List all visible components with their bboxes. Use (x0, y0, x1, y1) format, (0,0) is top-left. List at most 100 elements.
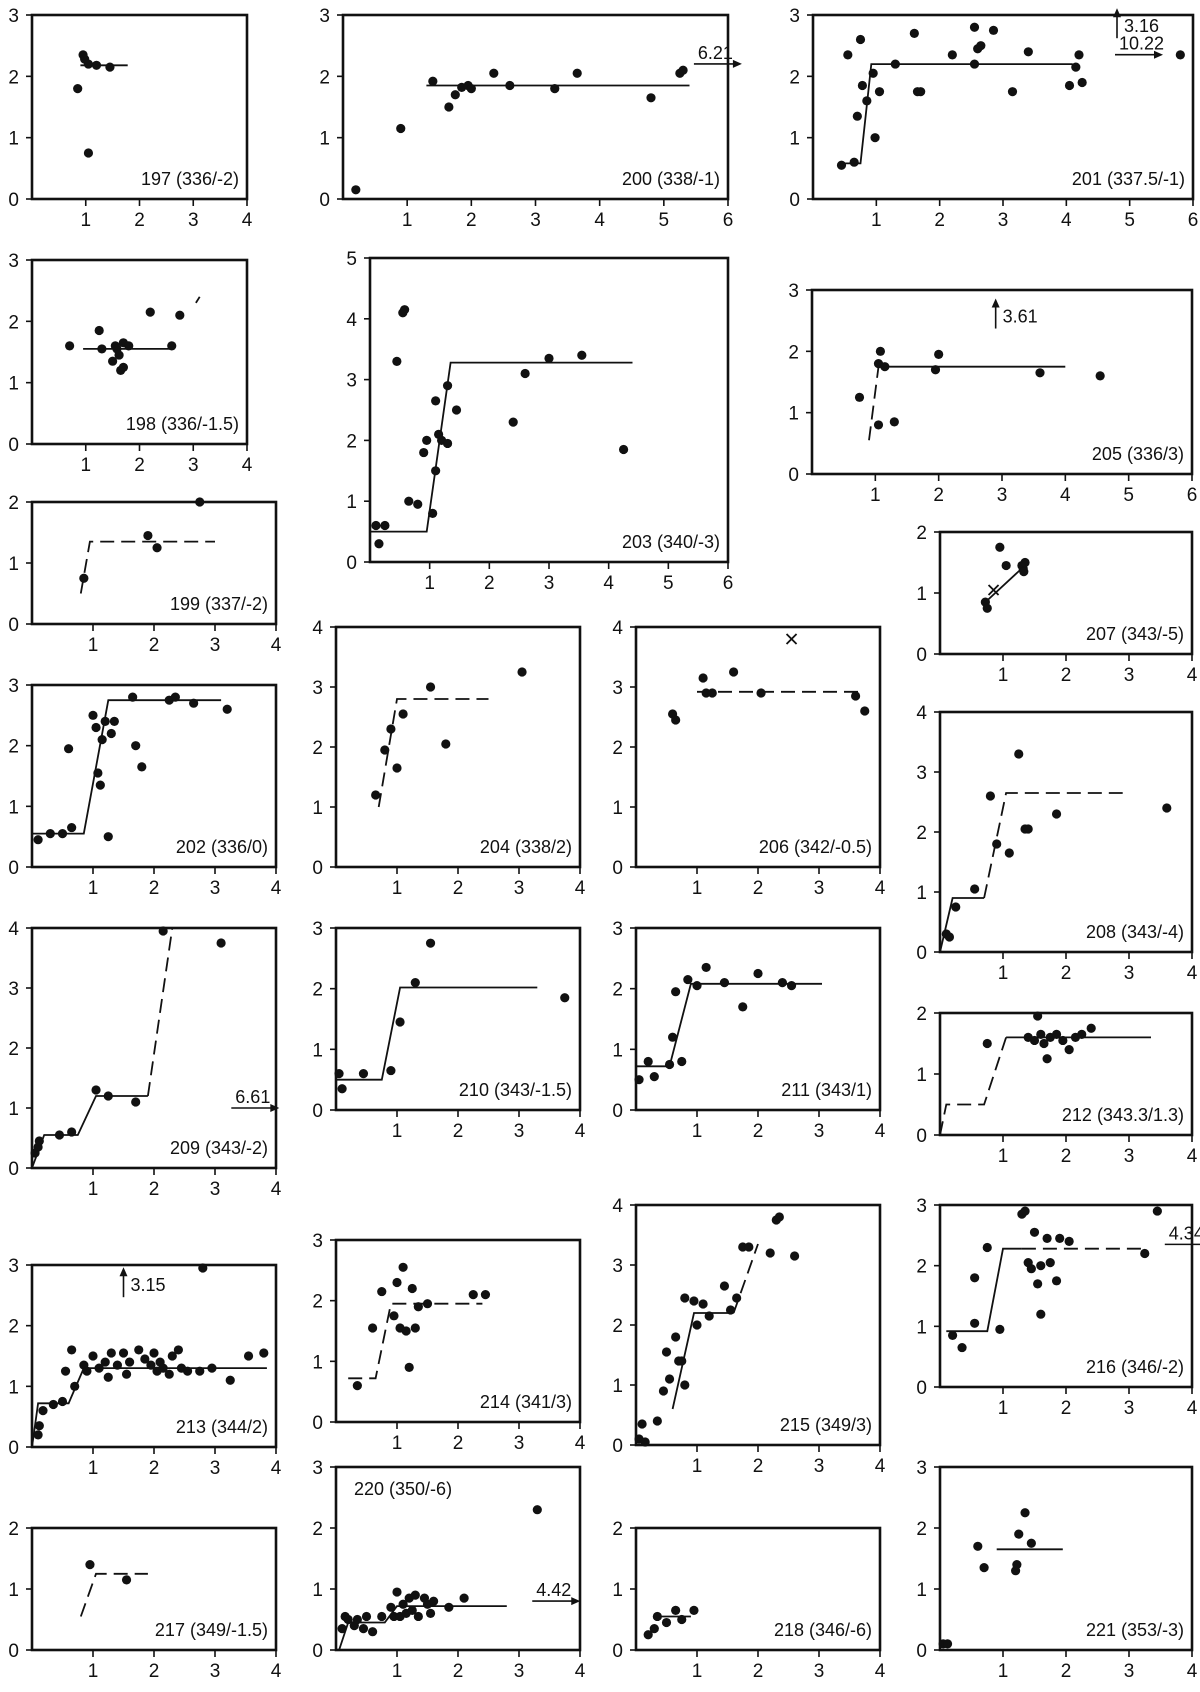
data-point (643, 1056, 653, 1067)
x-tick-label: 1 (80, 455, 91, 476)
y-tick-label: 0 (319, 190, 330, 211)
panel-label: 210 (343/-1.5) (459, 1080, 572, 1100)
offscale-value: 4.42 (536, 1580, 571, 1600)
data-point (480, 1290, 491, 1300)
x-tick-label: 2 (753, 1121, 764, 1142)
panel-204: 1 2 3 4 0 1 2 3 4 204 (338/2) (312, 618, 585, 899)
fit-line-solid (31, 1367, 267, 1448)
y-tick-label: 0 (916, 645, 927, 666)
data-point (1152, 1206, 1162, 1216)
x-tick-label: 4 (575, 1121, 586, 1142)
data-point (652, 1611, 662, 1622)
panel-199: 1 2 3 4 0 1 2 199 (337/-2) (8, 493, 281, 656)
panel-221: 1 2 3 4 0 1 2 3 221 (353/-3) (916, 1458, 1197, 1682)
panel-210: 1 2 3 4 0 1 2 3 210 (343/-1.5) (312, 919, 585, 1142)
data-point (1045, 1258, 1055, 1268)
offscale-value: 3.15 (131, 1275, 166, 1295)
x-tick-label: 4 (575, 1433, 586, 1454)
x-tick-label: 1 (692, 1661, 703, 1682)
x-tick-label: 4 (875, 878, 886, 899)
data-point (944, 932, 955, 942)
x-tick-label: 1 (692, 1121, 703, 1142)
x-tick-label: 1 (88, 1661, 99, 1682)
data-point (852, 111, 862, 121)
data-point (725, 1305, 736, 1315)
data-point (1039, 1038, 1049, 1049)
x-tick-label: 1 (88, 1179, 99, 1200)
y-tick-label: 2 (8, 737, 19, 758)
x-tick-label: 2 (134, 455, 145, 476)
y-tick-label: 1 (916, 1317, 927, 1338)
data-point (94, 325, 104, 336)
data-point (704, 1311, 714, 1321)
data-point (836, 160, 847, 170)
data-point (1064, 1045, 1074, 1055)
x-tick-label: 3 (998, 210, 1009, 231)
data-point (732, 1293, 742, 1303)
x-tick-label: 4 (1187, 963, 1198, 984)
data-point (873, 420, 884, 430)
data-point (112, 1360, 122, 1370)
data-point (1029, 1227, 1040, 1237)
fit-line-dashed (939, 1037, 1007, 1136)
data-point (689, 1296, 699, 1306)
data-point (380, 745, 390, 755)
data-point (131, 1097, 141, 1107)
data-point (934, 349, 944, 359)
x-tick-label: 6 (723, 210, 734, 231)
data-point (103, 1091, 113, 1101)
data-point (870, 133, 880, 143)
data-point (1036, 1261, 1046, 1271)
data-point (969, 59, 980, 69)
data-point (410, 1323, 420, 1333)
data-point (91, 60, 102, 70)
x-tick-label: 4 (1187, 1661, 1198, 1682)
panel-label: 213 (344/2) (176, 1417, 268, 1437)
y-tick-label: 0 (8, 435, 19, 456)
data-point (880, 362, 890, 372)
data-point (108, 356, 118, 366)
data-point (689, 1605, 699, 1615)
data-point (843, 50, 853, 60)
data-point (1051, 1276, 1062, 1286)
y-tick-label: 3 (788, 281, 799, 302)
data-point (398, 1262, 408, 1272)
data-point (860, 706, 870, 716)
data-point (1058, 1035, 1068, 1046)
data-point (652, 1416, 662, 1426)
data-point (857, 80, 868, 91)
data-point (1175, 50, 1185, 60)
data-point (371, 520, 381, 531)
data-point (774, 1212, 784, 1222)
data-point (195, 497, 205, 507)
y-tick-label: 1 (612, 1040, 623, 1061)
y-tick-label: 3 (8, 251, 19, 272)
panel-label: 200 (338/-1) (622, 169, 720, 189)
data-point (152, 543, 162, 553)
data-point (756, 688, 766, 698)
data-point (976, 41, 986, 51)
data-point (398, 709, 408, 719)
data-point (337, 1624, 347, 1634)
offscale-value: 10.22 (1119, 34, 1164, 54)
data-point (100, 1357, 110, 1367)
x-tick-label: 1 (88, 1458, 99, 1479)
arrow-right-icon (732, 59, 742, 68)
data-point (1020, 1508, 1030, 1518)
y-tick-label: 0 (8, 1438, 19, 1459)
fit-line-solid (841, 63, 1073, 165)
data-point (334, 1069, 344, 1079)
x-tick-label: 3 (188, 210, 199, 231)
panel-label: 212 (343.3/1.3) (1062, 1105, 1184, 1125)
data-point (88, 1351, 98, 1361)
data-point (428, 76, 438, 86)
data-point (459, 1593, 469, 1603)
y-tick-label: 3 (789, 6, 800, 27)
data-point (948, 1330, 958, 1341)
data-point (664, 1059, 675, 1070)
panel-label: 197 (336/-2) (141, 169, 239, 189)
y-tick-label: 1 (8, 1377, 19, 1398)
x-tick-label: 2 (1061, 1398, 1072, 1419)
y-tick-label: 0 (8, 1159, 19, 1180)
fit-line-solid (939, 897, 985, 953)
